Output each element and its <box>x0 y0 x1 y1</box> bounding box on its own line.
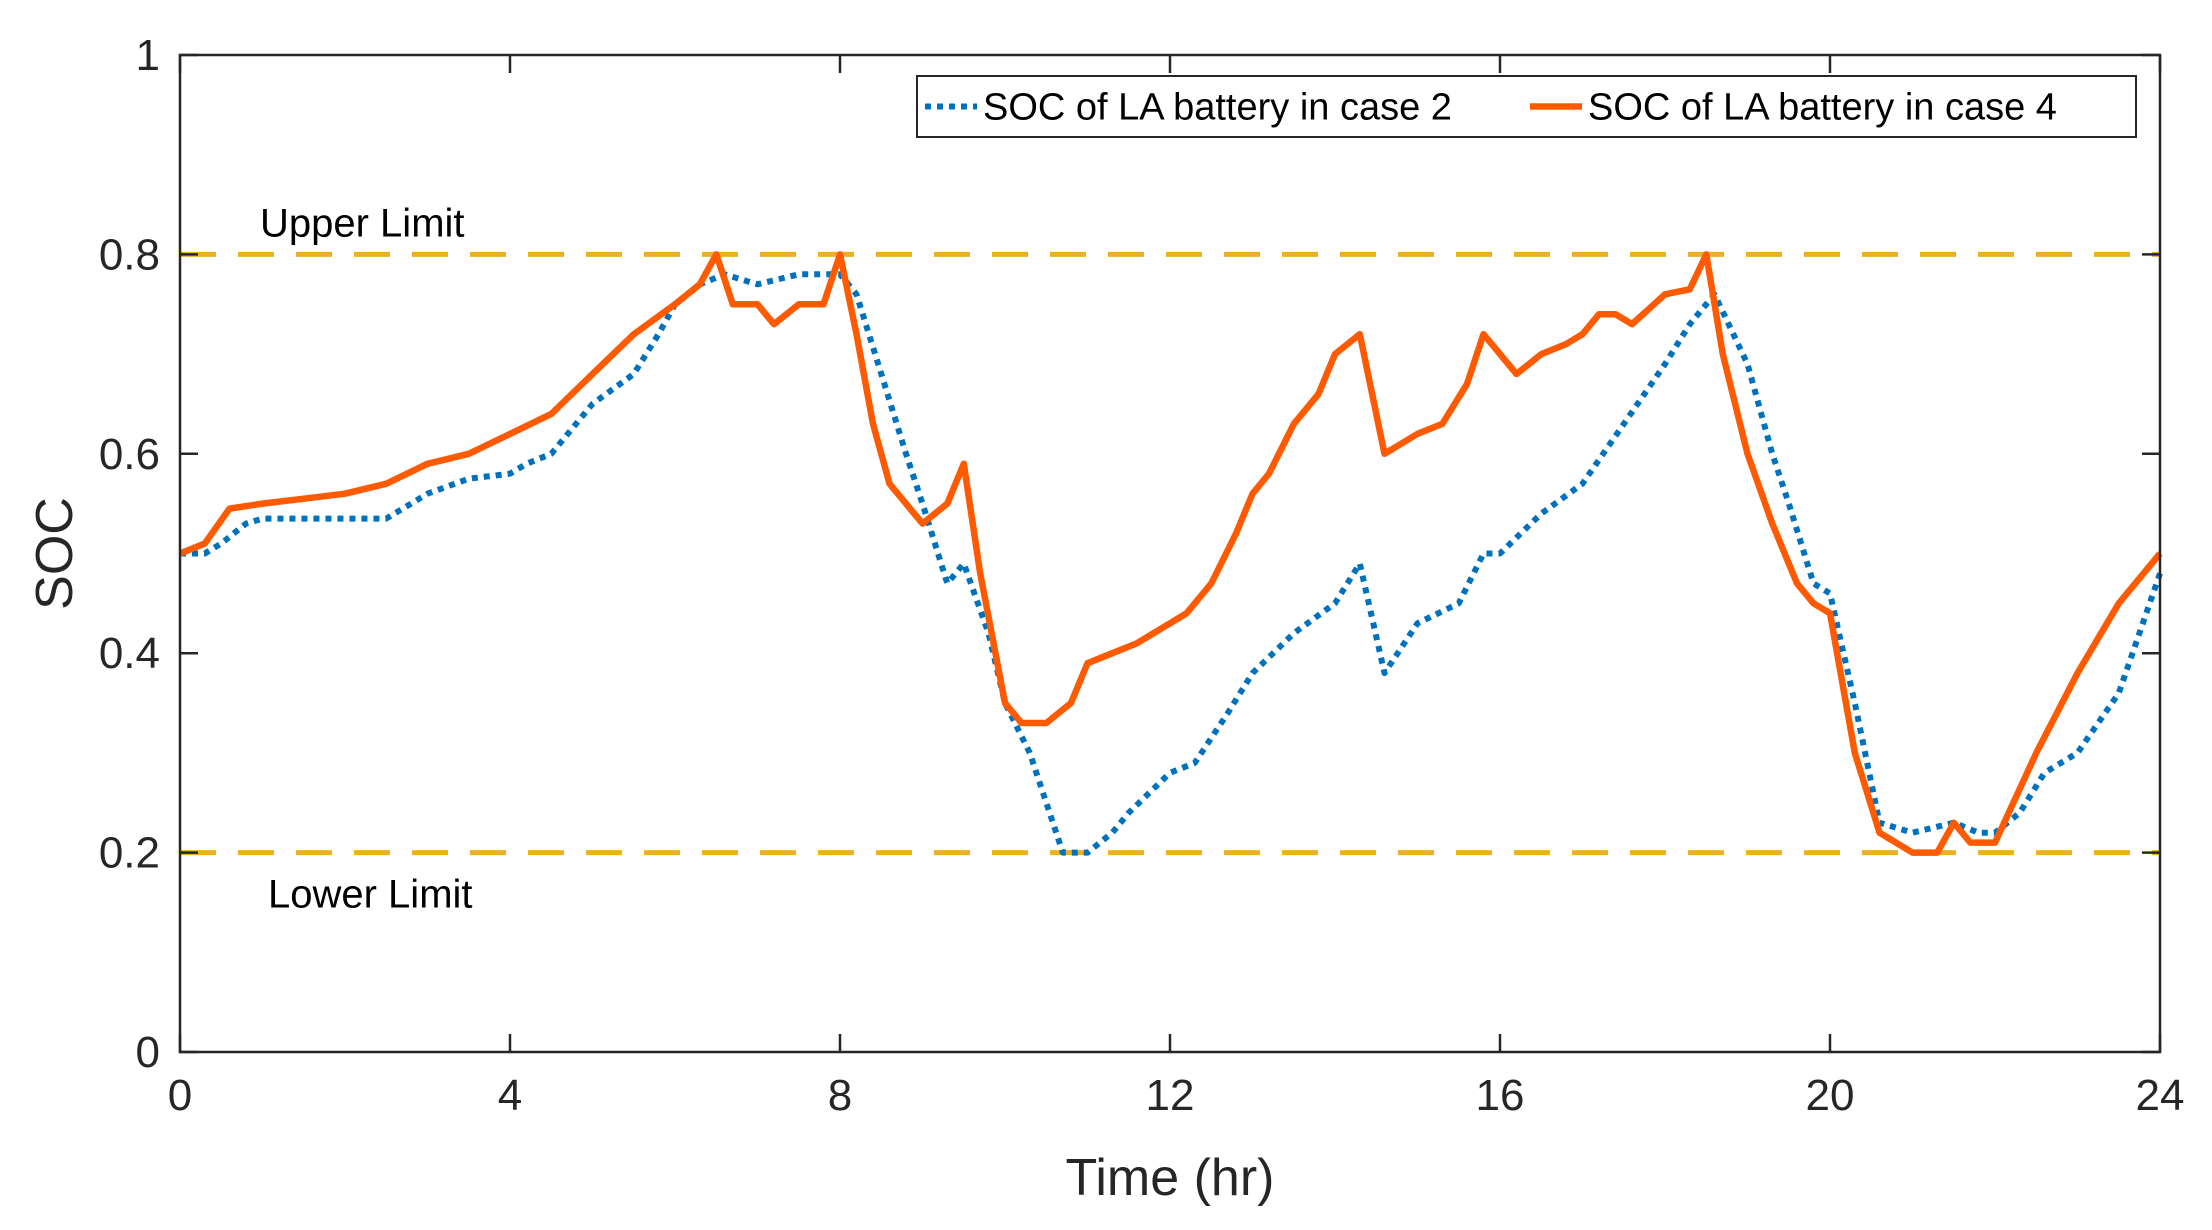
legend: SOC of LA battery in case 2 SOC of LA bat… <box>916 75 2137 138</box>
x-tick-label: 8 <box>828 1071 852 1120</box>
x-axis-title: Time (hr) <box>1066 1149 1275 1207</box>
x-axis: 0 4 8 12 16 20 24 <box>168 55 2185 1120</box>
y-tick-label: 0 <box>136 1028 160 1077</box>
y-tick-label: 1 <box>136 31 160 80</box>
y-tick-label: 0.8 <box>99 230 160 279</box>
x-tick-label: 16 <box>1476 1071 1525 1120</box>
y-tick-label: 0.4 <box>99 629 160 678</box>
upper-limit-label: Upper Limit <box>260 201 465 245</box>
y-axis-title: SOC <box>26 497 84 610</box>
x-tick-label: 4 <box>498 1071 522 1120</box>
x-tick-label: 0 <box>168 1071 192 1120</box>
series-line-case-2 <box>180 271 2163 856</box>
y-tick-label: 0.6 <box>99 430 160 479</box>
lower-limit-label: Lower Limit <box>268 873 473 917</box>
legend-label-case-2: SOC of LA battery in case 2 <box>983 87 1452 129</box>
x-tick-label: 12 <box>1146 1071 1195 1120</box>
y-tick-label: 0.2 <box>99 829 160 878</box>
x-tick-label: 24 <box>2136 1071 2185 1120</box>
series-line-case-4 <box>178 251 2163 856</box>
reference-lines <box>180 251 2160 856</box>
legend-box <box>916 75 2137 138</box>
reference-labels: Upper Limit Lower Limit <box>260 201 473 916</box>
series-lines <box>178 251 2163 856</box>
legend-label-case-4: SOC of LA battery in case 4 <box>1588 87 2057 129</box>
x-tick-label: 20 <box>1806 1071 1855 1120</box>
y-axis: 0 0.2 0.4 0.6 0.8 1 <box>99 31 2160 1077</box>
